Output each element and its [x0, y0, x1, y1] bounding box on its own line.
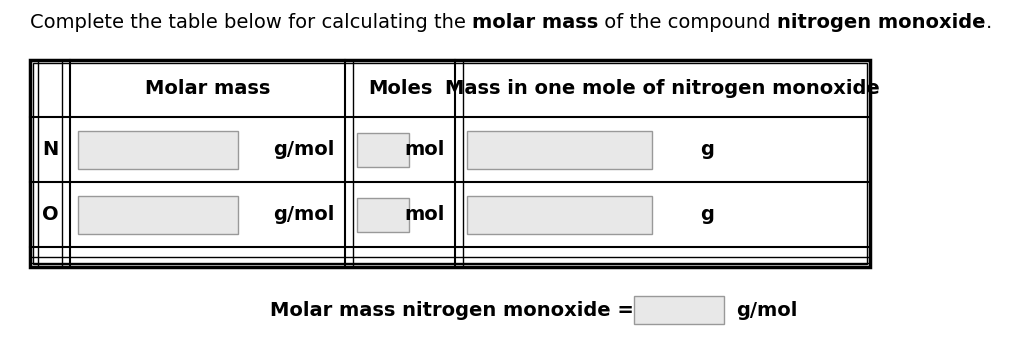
Bar — [634, 296, 724, 324]
Text: N: N — [42, 140, 58, 159]
Bar — [467, 130, 652, 169]
Bar — [78, 130, 238, 169]
Bar — [357, 197, 409, 231]
Text: Complete the table below for calculating the: Complete the table below for calculating… — [30, 12, 472, 32]
Text: g/mol: g/mol — [273, 205, 335, 224]
Bar — [467, 195, 652, 234]
Bar — [78, 195, 238, 234]
Bar — [33, 63, 867, 264]
Text: Molar mass: Molar mass — [144, 79, 270, 98]
Text: g: g — [700, 205, 714, 224]
Bar — [357, 133, 409, 167]
Text: Moles: Moles — [368, 79, 432, 98]
Text: g/mol: g/mol — [273, 140, 335, 159]
Text: g/mol: g/mol — [736, 301, 798, 320]
Text: Molar mass nitrogen monoxide =: Molar mass nitrogen monoxide = — [270, 301, 634, 320]
Bar — [30, 60, 870, 267]
Text: O: O — [42, 205, 58, 224]
Text: Mass in one mole of nitrogen monoxide: Mass in one mole of nitrogen monoxide — [445, 79, 880, 98]
Text: molar mass: molar mass — [472, 12, 598, 32]
Text: nitrogen monoxide: nitrogen monoxide — [777, 12, 986, 32]
Text: mol: mol — [404, 205, 445, 224]
Text: mol: mol — [404, 140, 445, 159]
Text: g: g — [700, 140, 714, 159]
Text: .: . — [986, 12, 992, 32]
Text: of the compound: of the compound — [598, 12, 777, 32]
